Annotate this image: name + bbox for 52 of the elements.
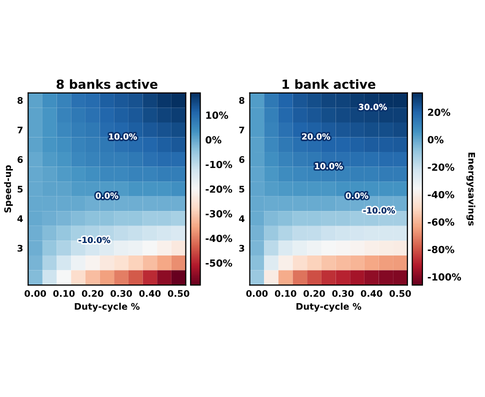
color-bar-label: 0% (206, 136, 222, 144)
annotation: 20.0% (302, 133, 330, 140)
x-tick-label: 0.10 (274, 290, 296, 297)
x-tick-label: 0.00 (246, 290, 268, 297)
y-tick-label: 3 (18, 244, 23, 252)
annotation: 10.0% (315, 162, 343, 170)
x-tick-label: 0.30 (332, 290, 354, 297)
y-tick-label: 6 (239, 156, 244, 163)
color-bar-label: -30% (206, 210, 232, 218)
y-tick-label: 5 (239, 186, 244, 193)
color-bar-label: 10% (206, 112, 228, 119)
color-bar-title: Energysavings (466, 152, 476, 226)
y-tick-label: 6 (18, 156, 23, 163)
color-bar-label: -60% (428, 218, 454, 226)
x-tick-label: 0.20 (304, 290, 325, 297)
x-tick-label: 0.40 (139, 290, 161, 297)
y-tick-label: 8 (239, 97, 244, 104)
annotation: -10.0% (363, 207, 395, 214)
color-bar-label: -50% (206, 259, 232, 267)
x-axis-title: Duty-cycle % (296, 302, 362, 312)
color-bar-label: -40% (428, 190, 454, 198)
color-bar-label: -20% (206, 185, 232, 193)
color-bar-label: -10% (206, 160, 232, 168)
annotation: 30.0% (358, 104, 387, 110)
y-tick-label: 8 (18, 97, 23, 104)
chart-title: 1 bank active (282, 79, 376, 89)
color-bar-label: 0% (428, 136, 444, 144)
annotation: 0.0% (96, 192, 118, 199)
x-tick-label: 0.50 (390, 290, 411, 297)
y-tick-label: 4 (17, 215, 23, 222)
x-tick-label: 0.00 (24, 290, 46, 297)
x-axis-title: Duty-cycle % (74, 302, 140, 312)
color-bar-label: -80% (428, 246, 454, 254)
x-tick-label: 0.30 (110, 290, 132, 297)
color-bar-label: 20% (428, 108, 450, 116)
y-axis-title: Speed-up (4, 165, 13, 212)
color-bar-label: -20% (428, 163, 454, 171)
chart-title: 8 banks active (56, 79, 158, 89)
y-tick-label: 7 (239, 126, 244, 134)
x-tick-label: 0.10 (53, 290, 75, 297)
color-bar-label: -40% (206, 234, 232, 242)
annotation: -10.0% (78, 236, 110, 244)
y-tick-label: 3 (239, 244, 244, 252)
y-tick-label: 5 (18, 186, 23, 193)
y-tick-label: 7 (18, 126, 23, 134)
annotation: 0.0% (346, 192, 368, 199)
y-tick-label: 4 (239, 215, 244, 222)
x-tick-label: 0.50 (168, 290, 190, 297)
annotation: 10.0% (109, 133, 137, 140)
x-tick-label: 0.40 (360, 290, 382, 297)
color-bar-label: -100% (428, 273, 462, 281)
x-tick-label: 0.20 (82, 290, 104, 297)
